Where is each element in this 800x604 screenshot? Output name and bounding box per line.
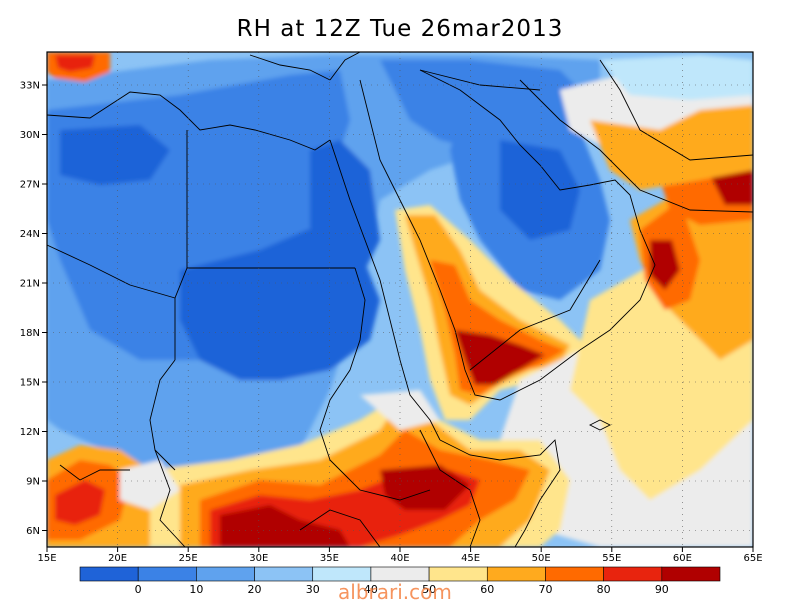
- lat-tick-label: 6N: [26, 526, 40, 537]
- lat-tick-label: 15N: [20, 378, 40, 389]
- horn-of-africa-coast: [439, 439, 561, 547]
- colorbar-swatch: [370, 566, 430, 582]
- lon-tick-label: 55E: [602, 553, 621, 564]
- colorbar-label: 80: [597, 583, 611, 596]
- central-africa-border: [299, 509, 381, 547]
- colorbar-label: 50: [422, 583, 436, 596]
- axes: 15E 20E 25E 30E 35E 40E 45E 50E 55E 60E 65E 33N 30N 2…: [20, 51, 763, 564]
- socotra-island: [588, 419, 612, 431]
- map-title: RH at 12Z Tue 26mar2013: [236, 16, 564, 42]
- iran-interior-border: [599, 59, 753, 161]
- colorbar-label: 40: [364, 583, 378, 596]
- colorbar: 0 10 20 30 40 50 60 70 80 90: [79, 566, 721, 596]
- mediterranean-coast: [47, 91, 331, 151]
- lon-tick-label: 35E: [320, 553, 339, 564]
- colorbar-swatch: [603, 566, 663, 582]
- colorbar-swatch: [545, 566, 604, 582]
- turkey-coast: [249, 54, 331, 81]
- south-sudan-border: [329, 459, 431, 501]
- lat-tick-label: 33N: [20, 81, 40, 92]
- west-africa-border: [59, 464, 130, 481]
- lat-tick-label: 9N: [26, 477, 40, 488]
- colorbar-swatch: [254, 566, 314, 582]
- lat-tick-label: 18N: [20, 328, 40, 339]
- lon-tick-label: 65E: [743, 553, 762, 564]
- saudi-yemen-border: [469, 259, 601, 371]
- colorbar-label: 10: [189, 583, 203, 596]
- colorbar-label: 20: [248, 583, 262, 596]
- lon-tick-label: 15E: [37, 553, 56, 564]
- sudan-border: [319, 267, 366, 461]
- colorbar-label: 60: [480, 583, 494, 596]
- lon-tick-label: 45E: [461, 553, 480, 564]
- lon-tick-label: 60E: [673, 553, 692, 564]
- lat-tick-label: 30N: [20, 130, 40, 141]
- colorbar-swatch: [137, 566, 197, 582]
- colorbar-label: 0: [135, 583, 142, 596]
- colorbar-label: 70: [538, 583, 552, 596]
- iran-coast: [519, 79, 753, 213]
- lon-tick-label: 30E: [249, 553, 268, 564]
- lon-tick-label: 40E: [390, 553, 409, 564]
- lat-tick-label: 21N: [20, 279, 40, 290]
- red-sea-east-coast: [359, 79, 581, 401]
- colorbar-swatch: [312, 566, 372, 582]
- algeria-niger-border: [47, 244, 176, 299]
- lat-tick-label: 27N: [20, 180, 40, 191]
- lat-lon-gridlines: [47, 52, 753, 547]
- chad-sudan-border: [149, 359, 176, 471]
- colorbar-swatch: [79, 566, 139, 582]
- coastlines-borders: [47, 52, 753, 547]
- watermark: albrari.com: [338, 580, 452, 604]
- lon-tick-label: 25E: [179, 553, 198, 564]
- cameroon-border: [154, 449, 186, 547]
- arabian-gulf-coast: [419, 69, 656, 351]
- levant-coast: [329, 52, 361, 81]
- lon-tick-label: 20E: [108, 553, 127, 564]
- colorbar-swatch: [428, 566, 488, 582]
- ethiopia-border: [419, 429, 481, 547]
- lon-tick-label: 50E: [532, 553, 551, 564]
- colorbar-label: 90: [655, 583, 669, 596]
- plot-frame: [46, 51, 754, 548]
- colorbar-label: 30: [306, 583, 320, 596]
- colorbar-swatch: [486, 566, 546, 582]
- lat-tick-label: 24N: [20, 229, 40, 240]
- colorbar-swatch: [196, 566, 255, 582]
- lat-tick-label: 12N: [20, 427, 40, 438]
- colorbar-swatch: [661, 566, 721, 582]
- red-sea-west-coast: [329, 139, 441, 441]
